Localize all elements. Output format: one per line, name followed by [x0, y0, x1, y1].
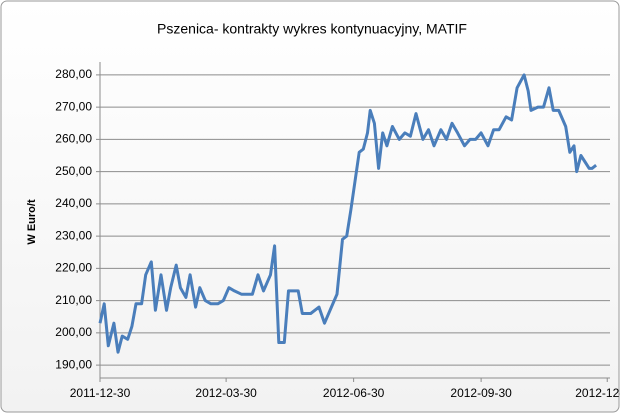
y-axis-label: W Euro/t [26, 199, 38, 245]
y-tick-label: 250,00 [55, 164, 92, 178]
data-line [98, 73, 598, 354]
y-tick-label: 260,00 [55, 132, 92, 146]
x-tick-label: 2012-06-30 [323, 386, 385, 400]
y-tick-label: 200,00 [55, 325, 92, 339]
x-tick-label: 2012-09-30 [450, 386, 512, 400]
y-tick-label: 230,00 [55, 228, 92, 242]
x-tick-label: 2012-03-30 [195, 386, 257, 400]
x-tick-label: 2012-12- [575, 386, 620, 400]
x-tick-label: 2011-12-30 [70, 386, 131, 400]
y-tick-label: 220,00 [55, 261, 92, 275]
y-tick-label: 240,00 [55, 196, 92, 210]
y-tick-label: 270,00 [55, 99, 92, 113]
y-tick-label: 210,00 [55, 293, 92, 307]
chart-title: Pszenica- kontrakty wykres kontynuacyjny… [157, 21, 467, 37]
y-tick-label: 190,00 [55, 357, 92, 371]
y-tick-label: 280,00 [55, 67, 92, 81]
